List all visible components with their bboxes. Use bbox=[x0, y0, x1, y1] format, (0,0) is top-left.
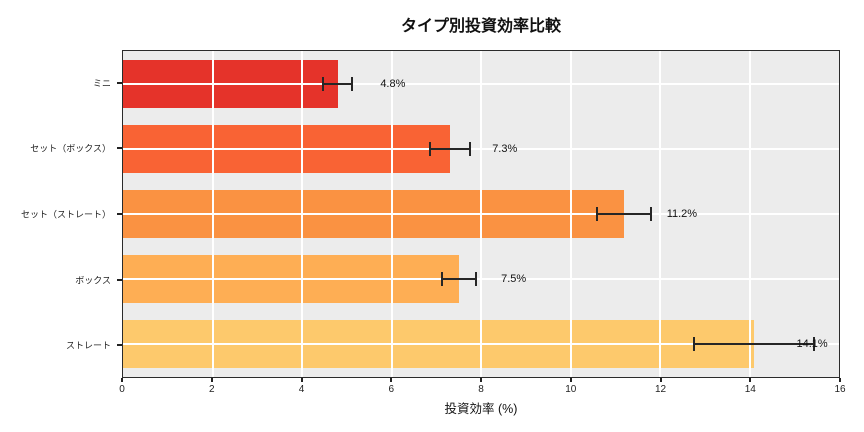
x-tick-mark-0 bbox=[121, 378, 123, 382]
gridline-horizontal bbox=[123, 343, 839, 346]
error-bar-cap-3-1 bbox=[474, 272, 477, 287]
y-tick-label-2: セット（ストレート） bbox=[20, 209, 111, 220]
x-tick-label-5: 10 bbox=[565, 384, 577, 395]
y-tick-label-0: ミニ bbox=[92, 78, 111, 89]
error-bar-1 bbox=[429, 147, 470, 150]
bar-value-label-0: 4.8% bbox=[380, 77, 406, 90]
error-bar-4 bbox=[693, 343, 815, 346]
error-bar-cap-4-1 bbox=[813, 337, 816, 352]
x-axis-title: 投資効率 (%) bbox=[444, 402, 518, 416]
y-axis: ミニセット（ボックス） セット（ストレート） ボックスストレート bbox=[0, 50, 122, 378]
x-tick-mark-2 bbox=[300, 378, 303, 382]
x-tick-label-4: 8 bbox=[478, 384, 484, 395]
x-tick-label-1: 2 bbox=[208, 384, 215, 395]
chart-title: タイプ別投資効率比較 bbox=[400, 18, 561, 35]
x-tick-mark-5 bbox=[569, 378, 572, 382]
x-axis: 0 2 4 6 8 10 12 14 16 bbox=[119, 378, 846, 400]
x-tick-mark-4 bbox=[480, 378, 482, 382]
error-bar-cap-2-0 bbox=[596, 207, 599, 221]
x-tick-mark-7 bbox=[749, 378, 752, 382]
x-tick-mark-1 bbox=[210, 378, 213, 382]
y-tick-mark-2 bbox=[117, 213, 122, 215]
x-tick-label-8: 16 bbox=[834, 384, 846, 395]
y-tick-label-4: ストレート bbox=[65, 340, 111, 351]
y-tick-label-3: ボックス bbox=[75, 275, 111, 286]
bar-value-label-4: 14.1% bbox=[796, 338, 828, 351]
x-tick-mark-3 bbox=[390, 378, 393, 382]
error-bar-0 bbox=[323, 82, 353, 85]
bar-value-label-2: 11.2% bbox=[666, 208, 698, 220]
error-bar-2 bbox=[597, 213, 652, 215]
gridline-horizontal bbox=[123, 82, 839, 85]
x-tick-label-0: 0 bbox=[119, 384, 125, 395]
bar-value-label-1: 7.3% bbox=[492, 142, 518, 155]
gridline-horizontal bbox=[123, 278, 839, 281]
x-tick-label-6: 12 bbox=[654, 384, 667, 395]
gridline-horizontal bbox=[123, 147, 839, 150]
gridline-horizontal bbox=[123, 213, 839, 215]
error-bar-cap-1-0 bbox=[428, 141, 431, 156]
y-tick-mark-0 bbox=[117, 81, 122, 84]
x-tick-label-7: 14 bbox=[744, 384, 756, 395]
bar-value-label-3: 7.5% bbox=[501, 273, 527, 286]
x-tick-mark-8 bbox=[839, 378, 841, 382]
x-tick-mark-6 bbox=[659, 378, 662, 382]
x-tick-label-3: 6 bbox=[388, 384, 395, 395]
y-tick-mark-1 bbox=[117, 147, 122, 150]
error-bar-cap-1-1 bbox=[468, 141, 471, 156]
plot-area: 4.8% 7.3% 11.2% 7.5% 14.1% bbox=[122, 50, 840, 378]
error-bar-3 bbox=[441, 278, 476, 281]
y-tick-mark-4 bbox=[117, 344, 122, 347]
error-bar-cap-0-0 bbox=[322, 76, 325, 91]
x-tick-label-2: 4 bbox=[298, 384, 305, 395]
error-bar-cap-2-1 bbox=[650, 207, 653, 221]
error-bar-cap-4-0 bbox=[692, 337, 695, 352]
error-bar-cap-0-1 bbox=[351, 76, 354, 91]
y-tick-mark-3 bbox=[117, 278, 122, 281]
error-bar-cap-3-0 bbox=[440, 272, 443, 287]
y-tick-label-1: セット（ボックス） bbox=[30, 143, 111, 154]
